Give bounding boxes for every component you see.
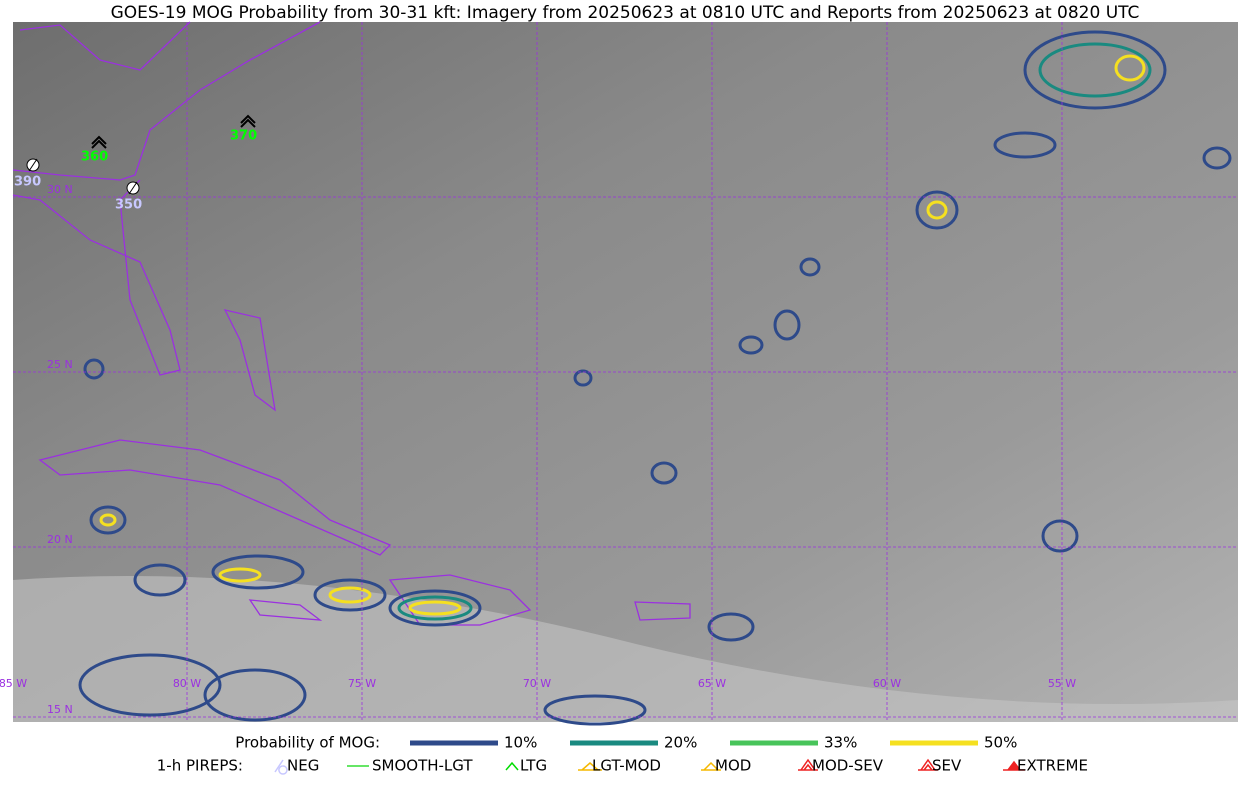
legend-title: Probability of MOG:	[235, 734, 380, 752]
pirep-ltg	[240, 114, 256, 128]
lon-label: 75 W	[348, 677, 376, 690]
lon-label: 65 W	[698, 677, 726, 690]
legend-label: MOD	[715, 757, 751, 775]
title: GOES-19 MOG Probability from 30-31 kft: …	[111, 3, 1140, 23]
legend-pirep-symbol	[701, 761, 721, 771]
legend-label: SEV	[932, 757, 962, 775]
lon-label: 85 W	[0, 677, 27, 690]
legend-label: MOD-SEV	[812, 757, 884, 775]
legend-title: 1-h PIREPS:	[157, 757, 243, 775]
lon-label: 60 W	[873, 677, 901, 690]
contours	[78, 30, 1232, 726]
pirep-neg-slash	[28, 158, 38, 172]
legend-label: 33%	[824, 734, 857, 752]
legend-label: 10%	[504, 734, 537, 752]
legend-label: 20%	[664, 734, 697, 752]
lon-label: 55 W	[1048, 677, 1076, 690]
pirep-ltg	[91, 135, 107, 149]
lat-label: 30 N	[47, 183, 73, 196]
pirep-label: 350	[115, 198, 142, 213]
pirep-neg-slash	[128, 181, 138, 195]
lon-label: 80 W	[173, 677, 201, 690]
legend-pirep-symbol	[1003, 760, 1025, 771]
pirep-label: 360	[81, 150, 108, 165]
lat-label: 20 N	[47, 533, 73, 546]
lon-label: 70 W	[523, 677, 551, 690]
legend-label: LTG	[520, 757, 547, 775]
legend: Probability of MOG: 10% 20% 33% 50% 1-h PIREP…	[157, 734, 1088, 775]
legend-pirep-symbol	[274, 759, 288, 775]
legend-label: EXTREME	[1017, 757, 1088, 775]
lat-label: 15 N	[47, 703, 73, 716]
legend-pirep-symbol	[505, 761, 519, 771]
legend-pirep-symbol	[918, 758, 938, 771]
legend-label: 50%	[984, 734, 1017, 752]
pirep-label: 370	[230, 129, 257, 144]
lat-label: 25 N	[47, 358, 73, 371]
legend-label: NEG	[287, 757, 319, 775]
legend-label: LGT-MOD	[592, 757, 661, 775]
cloud-band	[13, 576, 1238, 722]
map: 30 N 25 N 20 N 15 N 85 W 80 W 75 W 70 W 65 W 60 W…	[0, 21, 1238, 726]
legend-label: SMOOTH-LGT	[372, 757, 473, 775]
legend-pirep-symbol	[578, 762, 602, 771]
pirep-label: 390	[14, 175, 41, 190]
legend-pirep-symbol	[798, 758, 818, 771]
